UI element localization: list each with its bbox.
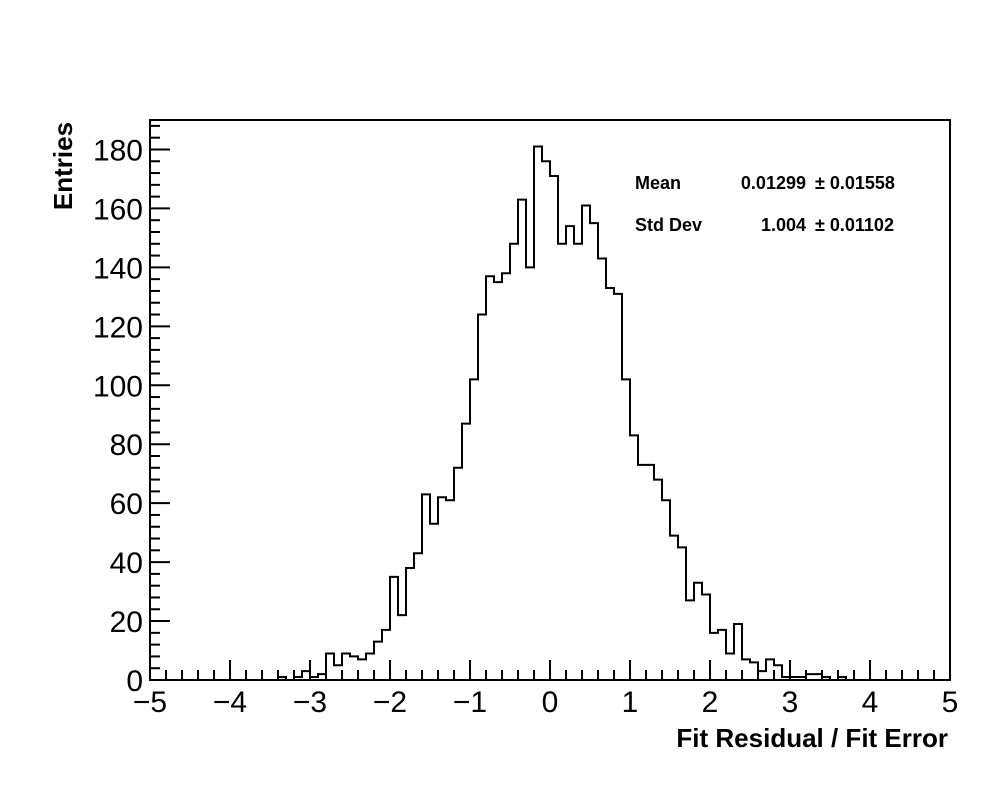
stats-std-label: Std Dev xyxy=(635,215,702,235)
x-tick-label: 0 xyxy=(542,686,559,719)
y-tick-label: 120 xyxy=(93,311,143,344)
stats-box: Mean 0.01299 ± 0.01558 Std Dev 1.004 ± 0… xyxy=(635,173,895,235)
histogram-series xyxy=(150,145,950,681)
y-tick-label: 160 xyxy=(93,193,143,226)
stats-std-value: 1.004 xyxy=(761,215,806,235)
x-tick-label: 2 xyxy=(702,686,719,719)
x-tick-label: 5 xyxy=(942,686,959,719)
y-tick-label: 40 xyxy=(110,547,143,580)
stats-mean-value: 0.01299 xyxy=(741,173,806,193)
y-tick-label: 20 xyxy=(110,606,143,639)
plot-frame xyxy=(149,119,951,681)
axis-ticks xyxy=(149,124,951,681)
x-tick-labels: −5 −4 −3 −2 −1 0 1 2 3 4 5 xyxy=(133,686,958,719)
x-tick-label: 4 xyxy=(862,686,879,719)
y-tick-label: 100 xyxy=(93,370,143,403)
y-tick-label: 180 xyxy=(93,134,143,167)
x-tick-label: −4 xyxy=(213,686,247,719)
x-tick-label: −5 xyxy=(133,686,167,719)
x-axis-title: Fit Residual / Fit Error xyxy=(676,723,948,753)
y-tick-labels: 0 20 40 60 80 100 120 140 160 180 xyxy=(93,134,143,698)
x-tick-label: −1 xyxy=(453,686,487,719)
x-tick-label: 3 xyxy=(782,686,799,719)
stats-mean-error: ± 0.01558 xyxy=(815,173,895,193)
stats-mean-label: Mean xyxy=(635,173,681,193)
stats-std-error: ± 0.01102 xyxy=(815,215,894,235)
y-axis-title: Entries xyxy=(48,122,78,210)
x-tick-label: −3 xyxy=(293,686,327,719)
x-tick-label: 1 xyxy=(622,686,639,719)
y-tick-label: 140 xyxy=(93,252,143,285)
y-tick-label: 60 xyxy=(110,488,143,521)
y-tick-label: 80 xyxy=(110,429,143,462)
x-tick-label: −2 xyxy=(373,686,407,719)
y-tick-label: 0 xyxy=(126,665,143,698)
